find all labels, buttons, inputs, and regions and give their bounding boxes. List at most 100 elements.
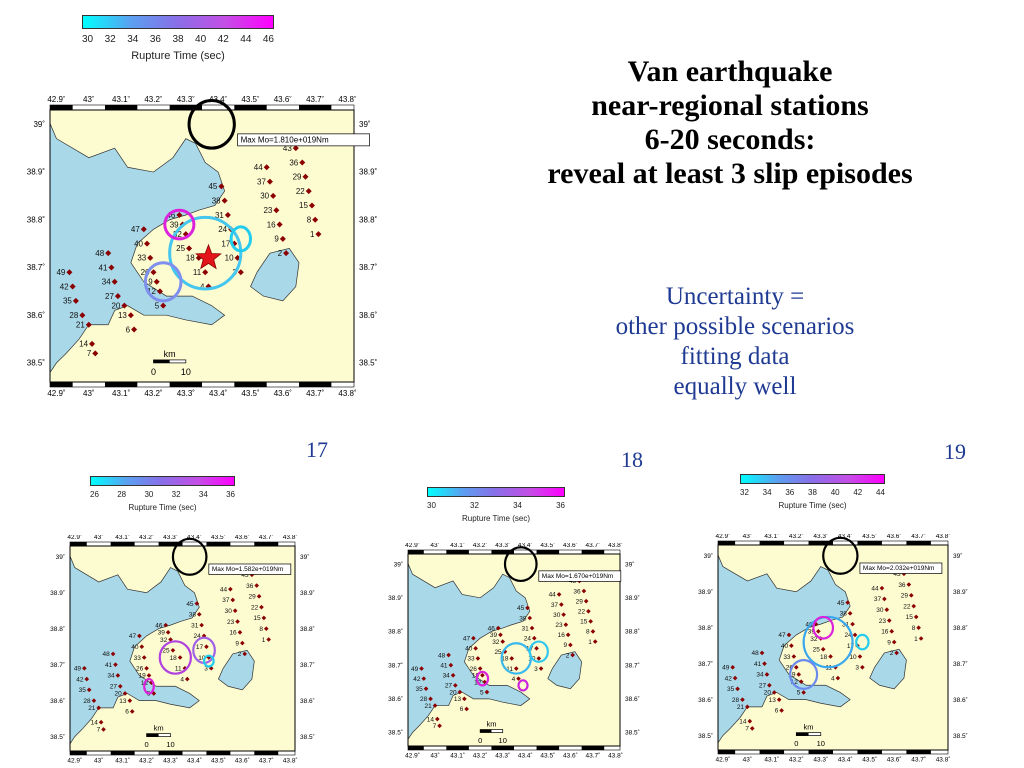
frame-tick <box>50 382 73 387</box>
colorbar-tick-label: 44 <box>876 488 885 497</box>
station-marker <box>117 683 123 689</box>
station-label: 5 <box>155 301 160 310</box>
lon-tick-label: 43.5˚ <box>540 752 555 759</box>
scale-unit-label: km <box>804 723 814 732</box>
frame-tick <box>491 550 514 554</box>
frame-tick <box>254 542 279 546</box>
station-label: 26 <box>470 666 478 673</box>
station-label: 9 <box>887 639 891 646</box>
station-label: 34 <box>107 673 115 680</box>
station-label: 37 <box>257 177 266 186</box>
max-moment-label: Max Mo=1.582e+019Nm <box>212 566 284 573</box>
colorbar-tick-label: 28 <box>117 490 127 499</box>
colorbar-gradient <box>82 15 274 29</box>
station-marker <box>477 666 483 671</box>
station-label: 15 <box>580 619 588 626</box>
lon-tick-label: 43.6˚ <box>887 756 902 763</box>
frame-tick <box>234 105 267 110</box>
lat-tick-label: 38.6˚ <box>27 311 46 320</box>
max-moment-box <box>538 570 622 582</box>
note-line-4: equally well <box>673 373 797 400</box>
station-marker <box>828 654 833 659</box>
lon-tick-label: 43.5˚ <box>241 96 260 104</box>
station-label: 14 <box>79 340 88 349</box>
station-label: 29 <box>901 593 909 600</box>
lat-tick-label: 38.8˚ <box>953 624 968 632</box>
colorbar-tick-label: 30 <box>144 490 154 499</box>
station-marker <box>882 596 887 602</box>
lon-tick-label: 43˚ <box>94 535 103 541</box>
station-marker <box>202 269 209 276</box>
station-label: 39 <box>170 220 179 229</box>
frame-tick <box>234 382 267 387</box>
station-marker <box>462 696 467 702</box>
lon-tick-label: 43.7˚ <box>911 534 926 540</box>
colorbar-tick-label: 38 <box>808 488 817 497</box>
station-label: 41 <box>754 661 762 668</box>
station-marker <box>495 625 501 631</box>
max-moment-label: Max Mo=1.670e+019Nm <box>542 573 614 580</box>
lat-tick-label: 39˚ <box>625 560 634 568</box>
colorbar-label: Rupture Time (sec) <box>131 50 225 62</box>
station-label: 6 <box>125 709 129 716</box>
lon-tick-label: 43.7˚ <box>259 535 274 541</box>
station-label: 8 <box>307 216 312 225</box>
station-marker <box>464 706 469 712</box>
station-marker <box>435 716 440 722</box>
station-label: 4 <box>512 676 516 683</box>
station-label: 10 <box>849 654 857 661</box>
station-label: 36 <box>289 158 298 167</box>
lake-ercek <box>250 247 300 302</box>
station-marker <box>789 643 794 649</box>
station-label: 36 <box>246 583 254 590</box>
station-marker <box>150 269 157 276</box>
lon-tick-label: 43.8˚ <box>936 534 951 540</box>
station-label: 25 <box>813 647 821 654</box>
station-label: 18 <box>186 254 195 263</box>
station-label: 21 <box>425 703 433 710</box>
station-label: 30 <box>553 612 561 619</box>
station-label: 30 <box>876 607 884 614</box>
lon-tick-label: 43.5˚ <box>862 534 877 540</box>
station-label: 1 <box>588 639 592 646</box>
lon-tick-label: 43˚ <box>83 389 95 396</box>
station-label: 46 <box>488 625 496 632</box>
station-label: 39 <box>490 632 498 639</box>
station-label: 9 <box>563 642 567 649</box>
station-label: 24 <box>218 225 227 234</box>
lon-tick-label: 43.2˚ <box>789 756 804 763</box>
station-label: 2 <box>238 651 242 658</box>
slide-title: Van earthquake near-regional stations 6-… <box>470 55 990 191</box>
lon-tick-label: 43˚ <box>430 543 439 549</box>
station-marker <box>105 250 112 257</box>
station-marker <box>759 650 765 656</box>
station-label: 26 <box>136 666 144 673</box>
scale-unit-label: km <box>486 720 496 729</box>
station-marker <box>194 601 200 606</box>
station-marker <box>69 283 76 290</box>
frame-border-top <box>717 540 949 546</box>
station-marker <box>237 269 244 276</box>
station-label: 38 <box>212 196 221 205</box>
lat-tick-label: 38.8˚ <box>50 625 65 633</box>
frame-tick <box>110 542 135 546</box>
lon-tick-label: 43.2˚ <box>139 535 154 541</box>
station-label: 24 <box>194 633 202 640</box>
lon-tick-label: 43.2˚ <box>139 757 154 764</box>
station-marker <box>471 635 476 641</box>
lon-tick-label: 43.6˚ <box>563 543 578 549</box>
station-marker <box>302 173 309 180</box>
frame-tick <box>70 751 87 755</box>
frame-tick <box>906 541 931 545</box>
lat-tick-label: 38.7˚ <box>359 263 378 272</box>
station-marker <box>886 618 892 623</box>
lat-tick-label: 38.5˚ <box>388 729 403 737</box>
station-label: 18 <box>820 654 828 661</box>
station-label: 44 <box>254 163 263 172</box>
slip-episode-circle <box>855 633 870 651</box>
figure-number-19: 19 <box>944 439 966 464</box>
lat-tick-label: 38.9˚ <box>698 588 713 596</box>
station-marker <box>160 302 167 309</box>
station-label: 37 <box>874 596 882 603</box>
station-marker <box>428 696 433 702</box>
